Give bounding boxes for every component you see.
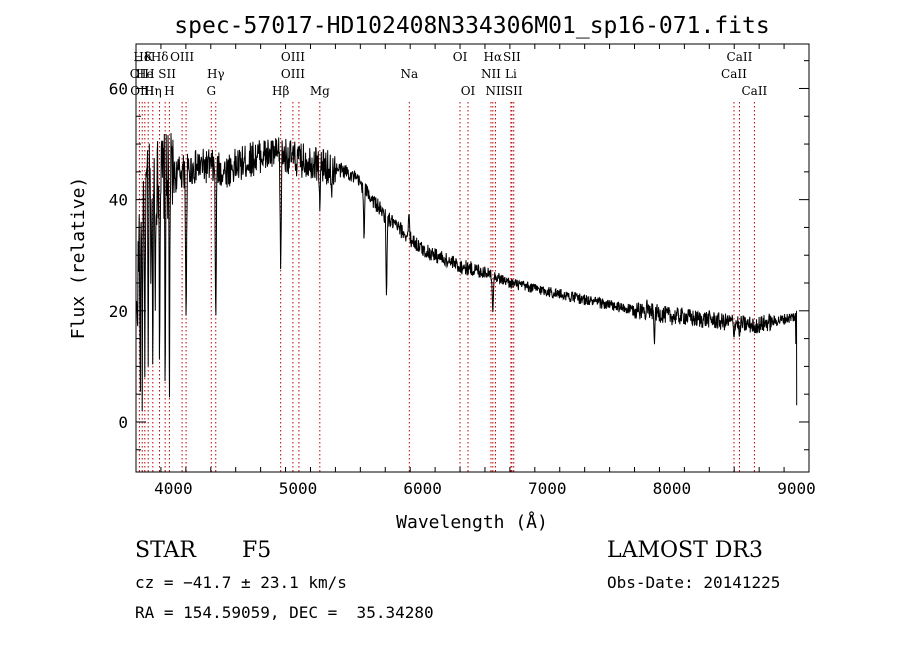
marker-label: Hβ xyxy=(272,84,289,98)
chart-title: spec-57017-HD102408N334306M01_sp16-071.f… xyxy=(174,13,769,39)
x-axis-label: Wavelength (Å) xyxy=(396,511,548,533)
marker-label: K xyxy=(144,50,154,64)
x-tick-label: 9000 xyxy=(777,479,816,498)
x-tick-label: 8000 xyxy=(653,479,692,498)
marker-label: Mg xyxy=(310,84,330,98)
redshift-readout: cz = −41.7 ± 23.1 km/s xyxy=(135,573,347,592)
marker-label: He xyxy=(136,67,154,81)
x-tick-label: 7000 xyxy=(528,479,567,498)
spectral-subclass: F5 xyxy=(242,538,272,563)
marker-label: OI xyxy=(461,84,476,98)
object-class: STAR xyxy=(135,538,196,563)
plot-frame xyxy=(135,43,810,473)
marker-label: OIII xyxy=(281,50,305,64)
x-tick-label: 4000 xyxy=(154,479,193,498)
marker-label: SII xyxy=(505,84,523,98)
marker-label: Hδ xyxy=(151,50,169,64)
marker-label: Hα xyxy=(484,50,503,64)
y-tick-label: 0 xyxy=(118,413,128,432)
marker-label: G xyxy=(206,84,216,98)
y-tick-label: 40 xyxy=(109,191,128,210)
marker-label: OI xyxy=(453,50,468,64)
marker-label: NII xyxy=(485,84,505,98)
spectrum-trace xyxy=(136,133,798,411)
marker-label: OIII xyxy=(281,67,305,81)
y-tick-label: 60 xyxy=(109,79,128,98)
axis-ticks xyxy=(135,44,810,472)
marker-label: OIII xyxy=(170,50,194,64)
x-tick-label: 5000 xyxy=(279,479,318,498)
marker-label: SII xyxy=(503,50,521,64)
marker-label: SII xyxy=(158,67,176,81)
obs-date: Obs-Date: 20141225 xyxy=(607,573,781,592)
marker-label: Hη xyxy=(144,84,162,98)
y-axis-label: Flux (relative) xyxy=(68,177,89,340)
marker-label: Hγ xyxy=(207,67,225,81)
marker-label: I xyxy=(150,67,155,81)
marker-label: H xyxy=(164,84,174,98)
spectrum-line xyxy=(136,133,798,411)
axis-tick-labels: 4000 5000 6000 7000 8000 9000 0 20 40 60 xyxy=(109,79,816,498)
marker-label: CaII xyxy=(727,50,753,64)
marker-label: CaII xyxy=(741,84,767,98)
marker-label: Na xyxy=(400,67,418,81)
marker-label: OII xyxy=(130,67,150,81)
survey-name: LAMOST DR3 xyxy=(607,538,763,563)
marker-label: CaII xyxy=(721,67,747,81)
marker-label: NII xyxy=(481,67,501,81)
marker-label: Li xyxy=(505,67,517,81)
x-tick-label: 6000 xyxy=(403,479,442,498)
y-tick-label: 20 xyxy=(109,302,128,321)
coordinates-readout: RA = 154.59059, DEC = 35.34280 xyxy=(135,603,434,622)
